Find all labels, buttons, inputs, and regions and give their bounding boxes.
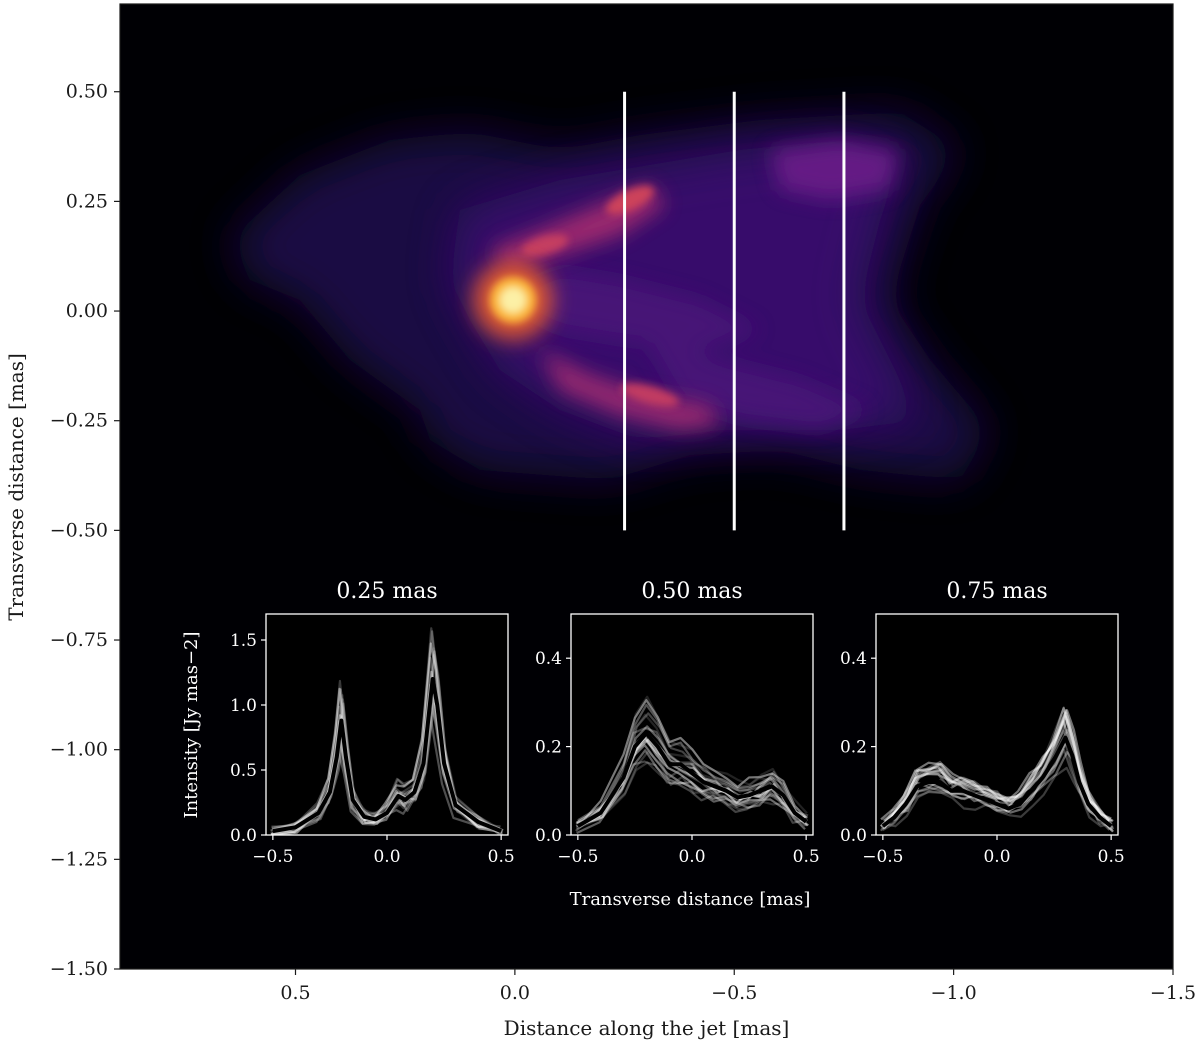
main-x-tick-label: −1.0 xyxy=(931,982,977,1004)
inset-y-tick-label: 0.4 xyxy=(840,649,867,669)
inset-background xyxy=(876,614,1118,835)
inset-y-tick-label: 1.0 xyxy=(230,696,257,716)
inset-title: 0.50 mas xyxy=(641,579,742,604)
posterior-sample-line xyxy=(882,742,1112,832)
main-y-tick-label: −0.25 xyxy=(50,410,108,432)
posterior-sample-line xyxy=(883,766,1113,828)
posterior-sample-line xyxy=(884,718,1115,830)
inset-x-tick-label: 0.5 xyxy=(793,847,820,867)
posterior-sample-line xyxy=(577,695,808,829)
main-y-tick-label: 0.00 xyxy=(66,300,108,322)
main-y-axis-label: Transverse distance [mas] xyxy=(4,353,28,621)
posterior-sample-line xyxy=(271,627,501,831)
inset-y-tick-label: 0.2 xyxy=(535,738,562,758)
posterior-sample-line xyxy=(880,707,1110,828)
inset-panel-0.75: 0.75 mas−0.5 0.0 0.50.00.20.4 xyxy=(840,579,1125,867)
posterior-sample-line xyxy=(881,748,1111,830)
inset-panel-0.25: 0.25 mas−0.5 0.0 0.50.00.51.01.5 xyxy=(230,579,515,867)
inset-y-tick-label: 0.2 xyxy=(840,738,867,758)
inset-panel-0.50: 0.50 mas−0.5 0.0 0.50.00.20.4 xyxy=(535,579,820,867)
posterior-sample-line xyxy=(577,699,807,828)
posterior-sample-line xyxy=(883,709,1114,822)
posterior-sample-line xyxy=(577,703,807,824)
inset-x-tick-label: 0.0 xyxy=(373,847,400,867)
inset-x-tick-label: 0.0 xyxy=(983,847,1010,867)
main-axes-frame xyxy=(119,3,1174,970)
main-y-tick-label: −1.00 xyxy=(50,739,108,761)
inset-title: 0.75 mas xyxy=(946,579,1047,604)
inset-x-tick-label: 0.0 xyxy=(678,847,705,867)
posterior-sample-line xyxy=(576,713,806,825)
posterior-sample-line xyxy=(884,728,1114,824)
inset-shared-x-axis-label: Transverse distance [mas] xyxy=(570,889,811,910)
cut-lines xyxy=(623,91,846,531)
main-y-tick-label: −0.75 xyxy=(50,629,108,651)
main-y-tick-label: −1.25 xyxy=(50,848,108,870)
inset-y-tick-label: 0.0 xyxy=(230,826,257,846)
inset-background xyxy=(266,614,508,835)
inset-x-tick-label: −0.5 xyxy=(862,847,903,867)
posterior-sample-line xyxy=(575,760,805,825)
inset-x-tick-label: −0.5 xyxy=(557,847,598,867)
posterior-sample-line xyxy=(576,749,806,835)
inset-y-axis-label: Intensity [Jy mas−2] xyxy=(181,631,202,818)
mean-profile-line xyxy=(881,735,1113,828)
mean-profile-line xyxy=(272,677,502,834)
posterior-sample-line xyxy=(882,715,1112,830)
inset-y-tick-label: 0.5 xyxy=(230,761,257,781)
inset-y-tick-label: 1.5 xyxy=(230,631,257,651)
inset-y-tick-label: 0.0 xyxy=(840,826,867,846)
main-y-axis: 0.50 0.25 0.00 −0.25 −0.50 −0.75 −1.00 −1.25 −1.… xyxy=(50,81,120,980)
main-y-tick-label: −1.50 xyxy=(50,958,108,980)
posterior-sample-line xyxy=(880,706,1111,822)
main-x-tick-label: −1.5 xyxy=(1150,982,1196,1004)
inset-x-tick-label: −0.5 xyxy=(252,847,293,867)
posterior-sample-line xyxy=(271,630,501,835)
main-y-tick-label: 0.25 xyxy=(66,190,108,212)
inset-y-tick-label: 0.4 xyxy=(535,649,562,669)
posterior-sample-line xyxy=(579,750,809,828)
main-x-tick-label: 0.5 xyxy=(280,982,310,1004)
main-x-axis: 0.5 0.0 −0.5 −1.0 −1.5 xyxy=(280,969,1196,1004)
main-y-tick-label: 0.50 xyxy=(66,81,108,103)
main-y-tick-label: −0.50 xyxy=(50,519,108,541)
posterior-sample-line xyxy=(883,711,1113,827)
posterior-sample-line xyxy=(579,712,809,827)
inset-y-tick-label: 0.0 xyxy=(535,826,562,846)
jet-emission xyxy=(230,112,990,480)
inset-title: 0.25 mas xyxy=(336,579,437,604)
posterior-sample-line xyxy=(883,714,1114,829)
inset-x-tick-label: 0.5 xyxy=(1098,847,1125,867)
main-x-tick-label: −0.5 xyxy=(711,982,757,1004)
main-x-axis-label: Distance along the jet [mas] xyxy=(504,1016,790,1040)
inset-x-tick-label: 0.5 xyxy=(488,847,515,867)
main-x-tick-label: 0.0 xyxy=(500,982,530,1004)
mean-profile-line xyxy=(576,731,808,828)
